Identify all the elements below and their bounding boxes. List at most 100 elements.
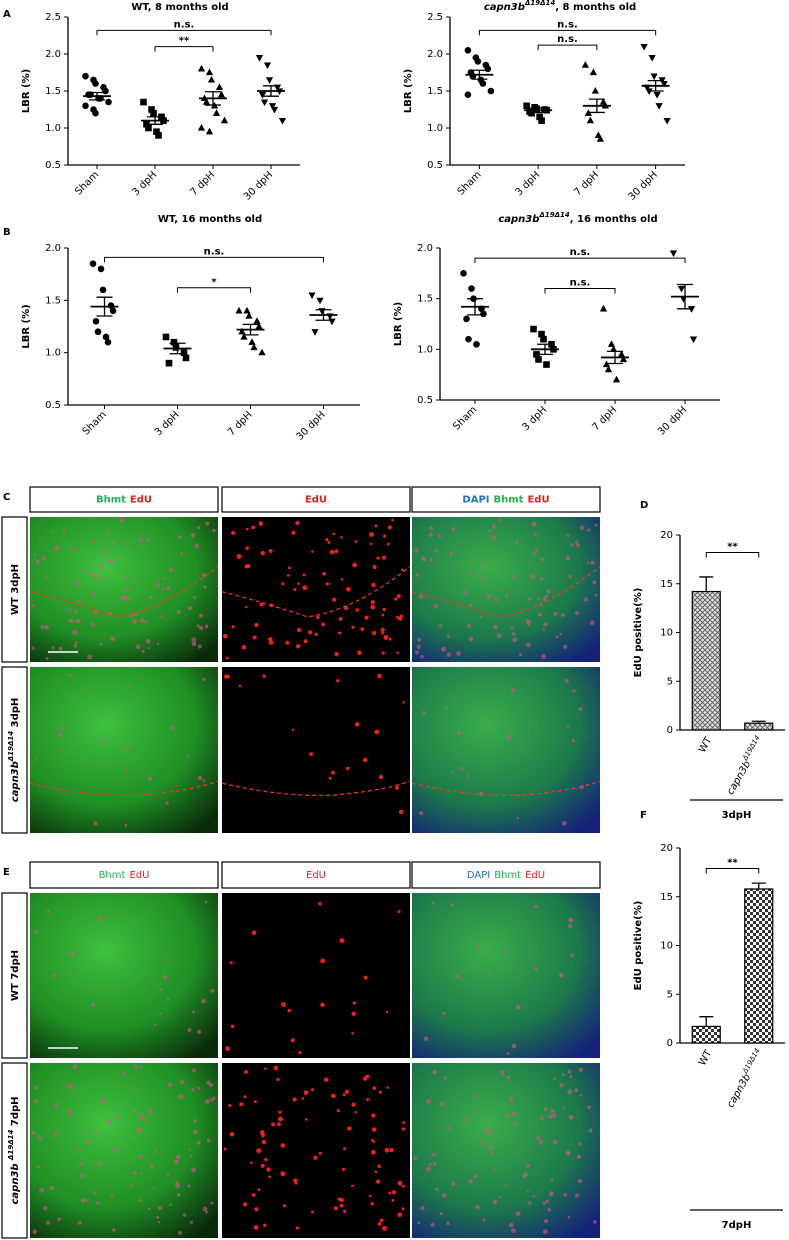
edu-signal <box>142 1118 146 1122</box>
edu-signal <box>204 624 209 629</box>
data-point <box>140 98 147 106</box>
data-point <box>102 87 109 95</box>
x-tick-label: 7 dpH <box>590 404 619 433</box>
data-point <box>619 355 628 363</box>
edu-signal <box>589 620 595 626</box>
edu-signal <box>500 1070 505 1075</box>
edu-signal <box>510 626 514 630</box>
data-point <box>99 286 107 294</box>
data-point <box>480 310 487 318</box>
edu-signal <box>429 526 434 531</box>
edu-signal <box>45 575 49 578</box>
x-tick-label: 30 dpH <box>294 409 327 442</box>
edu-signal <box>594 523 598 527</box>
edu-signal <box>354 540 358 543</box>
edu-signal <box>562 1106 566 1110</box>
edu-signal <box>122 1072 126 1076</box>
y-tick-label: 2.0 <box>417 243 433 254</box>
y-tick-label: 0.5 <box>427 160 443 171</box>
edu-signal <box>302 573 306 577</box>
edu-signal <box>441 646 447 652</box>
data-point <box>528 109 535 117</box>
edu-signal <box>58 646 63 651</box>
column-header-box <box>221 861 411 889</box>
edu-signal <box>395 615 399 619</box>
edu-signal <box>388 1191 392 1195</box>
data-point <box>650 73 658 81</box>
edu-signal <box>541 654 546 659</box>
edu-signal <box>479 615 483 619</box>
data-point <box>212 109 221 116</box>
edu-signal <box>383 634 389 640</box>
panel-letter: D <box>640 500 648 511</box>
edu-signal <box>59 748 63 752</box>
edu-signal <box>504 593 509 598</box>
row-label: capn3b Δ19Δ14 7dpH <box>7 1096 21 1204</box>
edu-signal <box>511 1228 516 1234</box>
edu-signal <box>511 632 516 636</box>
edu-signal <box>193 1129 198 1135</box>
bar <box>691 1025 721 1044</box>
edu-signal <box>362 757 368 763</box>
edu-signal <box>197 1086 201 1091</box>
edu-signal <box>575 543 580 548</box>
edu-signal <box>368 1194 372 1198</box>
edu-signal <box>209 1083 214 1088</box>
edu-signal <box>198 613 204 618</box>
edu-signal <box>338 631 342 635</box>
edu-signal <box>318 1151 322 1155</box>
data-point <box>150 109 157 117</box>
data-point <box>609 345 618 352</box>
edu-signal <box>372 1086 377 1091</box>
edu-signal <box>124 746 129 751</box>
edu-signal <box>432 1161 437 1166</box>
chart-title: capn3bΔ19Δ14, 16 months old <box>498 211 657 225</box>
group-label: 7dpH <box>722 1220 752 1231</box>
edu-signal <box>579 1094 583 1097</box>
edu-signal <box>165 801 169 805</box>
data-point <box>109 307 117 315</box>
edu-signal <box>511 1111 517 1117</box>
edu-signal <box>421 556 426 561</box>
data-point <box>268 103 277 110</box>
edu-signal <box>254 622 259 628</box>
edu-signal <box>66 1110 72 1115</box>
edu-signal <box>468 603 473 608</box>
edu-signal <box>374 524 378 528</box>
edu-signal <box>545 1199 549 1203</box>
edu-signal <box>386 542 390 546</box>
edu-signal <box>446 1221 450 1226</box>
y-tick-label: 0 <box>667 725 673 736</box>
header-word: EdU <box>305 495 327 506</box>
data-point <box>536 113 543 121</box>
edu-signal <box>443 1076 448 1080</box>
edu-signal <box>592 580 597 585</box>
edu-signal <box>261 1139 267 1145</box>
edu-signal <box>228 1104 232 1108</box>
edu-signal <box>488 529 492 533</box>
edu-signal <box>242 1202 248 1207</box>
edu-signal <box>325 538 329 542</box>
edu-signal <box>397 1180 403 1186</box>
data-point <box>165 359 173 367</box>
edu-signal <box>341 1167 346 1172</box>
edu-signal <box>309 752 314 756</box>
edu-signal <box>385 1010 389 1014</box>
error-bar <box>751 882 766 889</box>
y-tick-label: 2.5 <box>45 12 61 23</box>
edu-signal <box>451 527 456 532</box>
error-bar <box>147 116 163 125</box>
significance-label: ** <box>727 857 738 868</box>
y-tick-label: 10 <box>660 941 673 952</box>
edu-signal <box>381 555 387 560</box>
y-axis-label: EdU positive(%) <box>633 901 644 991</box>
edu-signal <box>504 1184 508 1187</box>
edu-signal <box>293 587 297 591</box>
edu-signal <box>314 632 318 637</box>
edu-signal <box>46 909 51 914</box>
chart-title: capn3bΔ19Δ14, 8 months old <box>484 0 636 13</box>
edu-signal <box>449 551 453 556</box>
edu-signal <box>285 640 290 645</box>
data-point <box>153 128 160 135</box>
error-bar <box>205 91 221 106</box>
